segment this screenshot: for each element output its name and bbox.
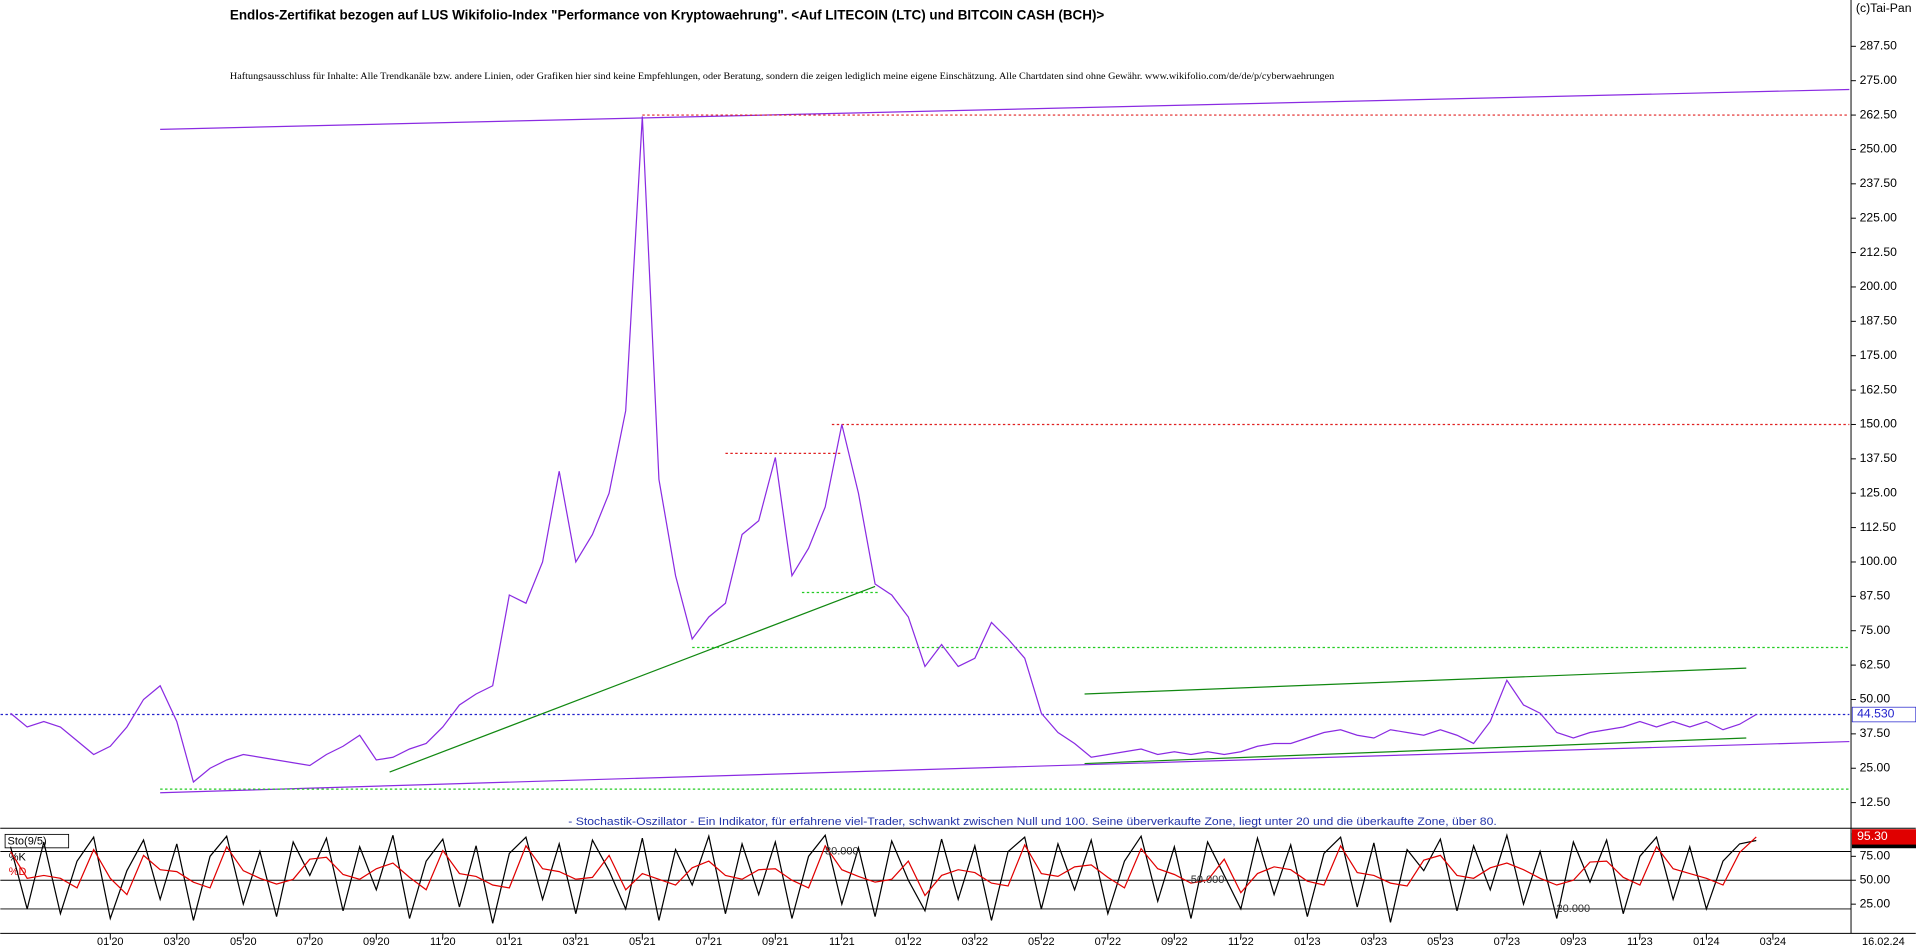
x-tick-label: 11'23 [1627, 936, 1653, 948]
y-tick-label: 237.50 [1860, 176, 1898, 190]
x-tick-label: 01'24 [1693, 936, 1720, 948]
y-tick-label: 25.00 [1860, 760, 1891, 774]
x-tick-label: 11'20 [430, 936, 456, 948]
y-tick-label: 225.00 [1860, 210, 1898, 224]
x-tick-label: 03'24 [1760, 936, 1787, 948]
x-tick-label: 01'20 [97, 936, 124, 948]
y-tick-label: 275.00 [1860, 73, 1898, 87]
x-tick-label: 03'20 [164, 936, 191, 948]
trend-line [160, 88, 1850, 130]
x-tick-label: 11'21 [829, 936, 855, 948]
x-tick-label: 09'23 [1560, 936, 1587, 948]
x-tick-label: 09'20 [363, 936, 390, 948]
y-tick-label: 62.50 [1860, 657, 1891, 671]
x-tick-label: 09'21 [762, 936, 789, 948]
y-tick-label: 187.50 [1860, 314, 1898, 328]
x-tick-label: 01'22 [895, 936, 922, 948]
x-tick-label: 07'22 [1095, 936, 1122, 948]
x-tick-label: 07'23 [1494, 936, 1521, 948]
level-label: 20.000 [1557, 903, 1591, 915]
date-label: 16.02.24 [1862, 936, 1905, 948]
y-tick-label: 162.50 [1860, 382, 1898, 396]
series-line [10, 116, 1757, 784]
y-tick-label: 287.50 [1860, 39, 1898, 53]
x-tick-label: 01'23 [1294, 936, 1321, 948]
x-tick-label: 07'20 [297, 936, 324, 948]
y-tick-label: 37.50 [1860, 726, 1891, 740]
x-tick-label: 01'21 [496, 936, 523, 948]
series-line [10, 836, 1757, 897]
last-value-label: 95.30 [1857, 829, 1888, 843]
y-tick-label: 137.50 [1860, 451, 1898, 465]
y-tick-label: 175.00 [1860, 348, 1898, 362]
y-tick-label: 112.50 [1860, 520, 1897, 534]
y-tick-label: 50.00 [1860, 872, 1891, 886]
y-tick-label: 262.50 [1860, 107, 1898, 121]
x-tick-label: 03'22 [962, 936, 989, 948]
legend-label: %K [9, 852, 27, 864]
indicator-label: Sto(9/5) [8, 836, 47, 848]
y-tick-label: 50.00 [1860, 692, 1891, 706]
indicator-note: - Stochastik-Oszillator - Ein Indikator,… [568, 816, 1496, 828]
x-tick-label: 07'21 [696, 936, 723, 948]
y-tick-label: 100.00 [1860, 554, 1898, 568]
plot-area [0, 832, 1852, 924]
trend-line [1084, 667, 1747, 695]
trend-line [160, 740, 1850, 794]
y-tick-label: 200.00 [1860, 279, 1898, 293]
y-tick-label: 125.00 [1860, 485, 1898, 499]
last-value-label: 44.530 [1857, 707, 1895, 721]
x-tick-label: 05'22 [1028, 936, 1055, 948]
x-tick-label: 03'23 [1361, 936, 1388, 948]
series-line [9, 832, 1757, 924]
y-tick-label: 150.00 [1860, 417, 1898, 431]
subtitle: Haftungsausschluss für Inhalte: Alle Tre… [230, 71, 1334, 82]
x-tick-label: 05'21 [629, 936, 656, 948]
x-tick-label: 03'21 [563, 936, 590, 948]
level-label: 50.000 [1191, 874, 1225, 886]
y-tick-label: 250.00 [1860, 142, 1898, 156]
x-tick-label: 05'20 [230, 936, 257, 948]
y-tick-label: 12.50 [1860, 795, 1891, 809]
y-tick-label: 75.00 [1860, 849, 1891, 863]
x-tick-label: 11'22 [1228, 936, 1254, 948]
y-tick-label: 87.50 [1860, 589, 1891, 603]
plot-area [0, 88, 1850, 794]
x-tick-label: 05'23 [1427, 936, 1454, 948]
indicator-box [4, 833, 70, 849]
y-tick-label: 212.50 [1860, 245, 1898, 259]
x-tick-label: 09'22 [1161, 936, 1188, 948]
y-tick-label: 25.00 [1860, 896, 1891, 910]
chart-title: Endlos-Zertifikat bezogen auf LUS Wikifo… [230, 7, 1105, 22]
copyright: (c)Tai-Pan [1856, 1, 1912, 15]
y-tick-label: 75.00 [1860, 623, 1891, 637]
trend-line [389, 585, 876, 773]
level-label: 80.000 [825, 845, 859, 857]
trend-line [1084, 737, 1747, 765]
